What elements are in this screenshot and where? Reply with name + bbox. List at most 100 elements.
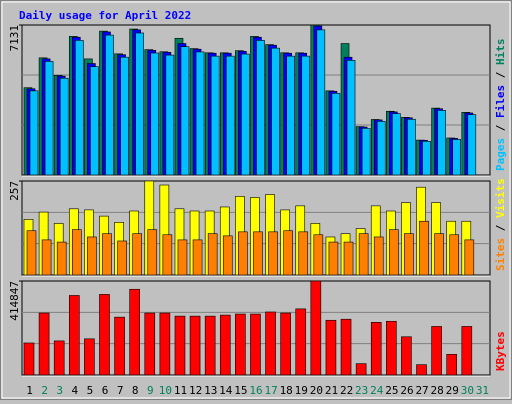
bar <box>346 60 356 176</box>
bar <box>207 233 218 276</box>
x-tick-label: 10 <box>159 384 172 397</box>
bar <box>253 231 263 276</box>
bar <box>53 340 65 376</box>
bar <box>340 318 352 376</box>
bar <box>268 231 278 276</box>
bar <box>23 342 35 376</box>
bar <box>238 231 248 276</box>
x-tick-label: 20 <box>310 384 323 397</box>
bar <box>44 61 54 176</box>
bar <box>283 230 293 276</box>
bar <box>328 241 339 276</box>
x-tick-label: 27 <box>415 384 428 397</box>
x-tick-label: 24 <box>370 384 384 397</box>
bar <box>132 233 142 276</box>
bar <box>225 55 235 176</box>
bar <box>189 315 201 376</box>
bar <box>41 239 52 276</box>
x-tick-label: 31 <box>476 384 489 397</box>
bar <box>373 236 384 276</box>
bar <box>219 314 231 376</box>
x-tick-label: 26 <box>400 384 413 397</box>
x-tick-label: 9 <box>147 384 154 397</box>
x-tick-label: 11 <box>174 384 187 397</box>
bar <box>84 338 95 376</box>
bar <box>135 32 144 176</box>
bar <box>310 280 322 376</box>
legend: Pages / Files / Hits <box>494 39 507 172</box>
legend-entry: Sites <box>494 238 507 271</box>
bar <box>117 240 127 276</box>
x-tick-label: 4 <box>72 384 79 397</box>
legend-entry: Files <box>494 85 507 118</box>
bar <box>301 55 311 176</box>
y-tick-label: 7131 <box>8 25 21 52</box>
bar <box>295 308 307 376</box>
bar <box>177 239 188 276</box>
bar <box>271 47 280 176</box>
x-tick-label: 15 <box>234 384 247 397</box>
bar <box>165 54 175 176</box>
bar <box>250 313 261 376</box>
bar <box>434 233 444 276</box>
bar <box>102 233 112 276</box>
x-tick-label: 6 <box>102 384 109 397</box>
bar <box>358 233 369 276</box>
bar <box>68 295 80 376</box>
bar <box>449 234 460 276</box>
x-tick-label: 29 <box>446 384 459 397</box>
bar <box>407 118 416 176</box>
x-tick-label: 30 <box>461 384 474 397</box>
bar <box>120 56 129 176</box>
x-tick-label: 18 <box>280 384 293 397</box>
x-tick-label: 12 <box>189 384 202 397</box>
bar <box>150 52 160 176</box>
x-tick-label: 7 <box>117 384 124 397</box>
bar <box>286 55 295 176</box>
legend-separator: / <box>494 118 507 138</box>
bar <box>419 220 429 276</box>
bar <box>422 141 431 176</box>
bar <box>147 229 158 276</box>
bar <box>159 312 171 376</box>
chart-title: Daily usage for April 2022 <box>19 9 191 22</box>
bar <box>461 326 473 376</box>
bar <box>401 336 412 376</box>
x-tick-label: 23 <box>355 384 368 397</box>
legend-entry: Visits <box>494 178 507 218</box>
bar <box>446 354 458 376</box>
bar <box>361 128 371 176</box>
bar <box>129 288 140 376</box>
bar <box>431 326 442 376</box>
bar <box>376 121 386 176</box>
bar <box>204 315 216 376</box>
bar <box>331 93 341 176</box>
x-tick-label: 21 <box>325 384 338 397</box>
bar <box>114 316 125 376</box>
x-tick-label: 1 <box>26 384 33 397</box>
y-tick-label: 257 <box>8 181 21 201</box>
bar <box>316 29 326 176</box>
bar <box>38 312 50 376</box>
x-tick-label: 17 <box>264 384 277 397</box>
legend-entry: Pages <box>494 138 507 171</box>
bar <box>392 113 401 176</box>
x-tick-label: 25 <box>385 384 398 397</box>
bar <box>464 239 475 276</box>
bar <box>298 231 309 276</box>
bar <box>90 66 99 176</box>
bar <box>210 55 220 176</box>
bar <box>71 229 82 276</box>
bar <box>222 235 233 276</box>
bar <box>59 77 69 176</box>
legend: KBytes <box>494 331 507 371</box>
bar <box>99 294 110 376</box>
x-tick-label: 8 <box>132 384 139 397</box>
bar <box>404 233 414 276</box>
bar <box>280 312 291 376</box>
legend-separator: / <box>494 218 507 238</box>
bar <box>256 40 265 176</box>
bar <box>265 311 276 376</box>
